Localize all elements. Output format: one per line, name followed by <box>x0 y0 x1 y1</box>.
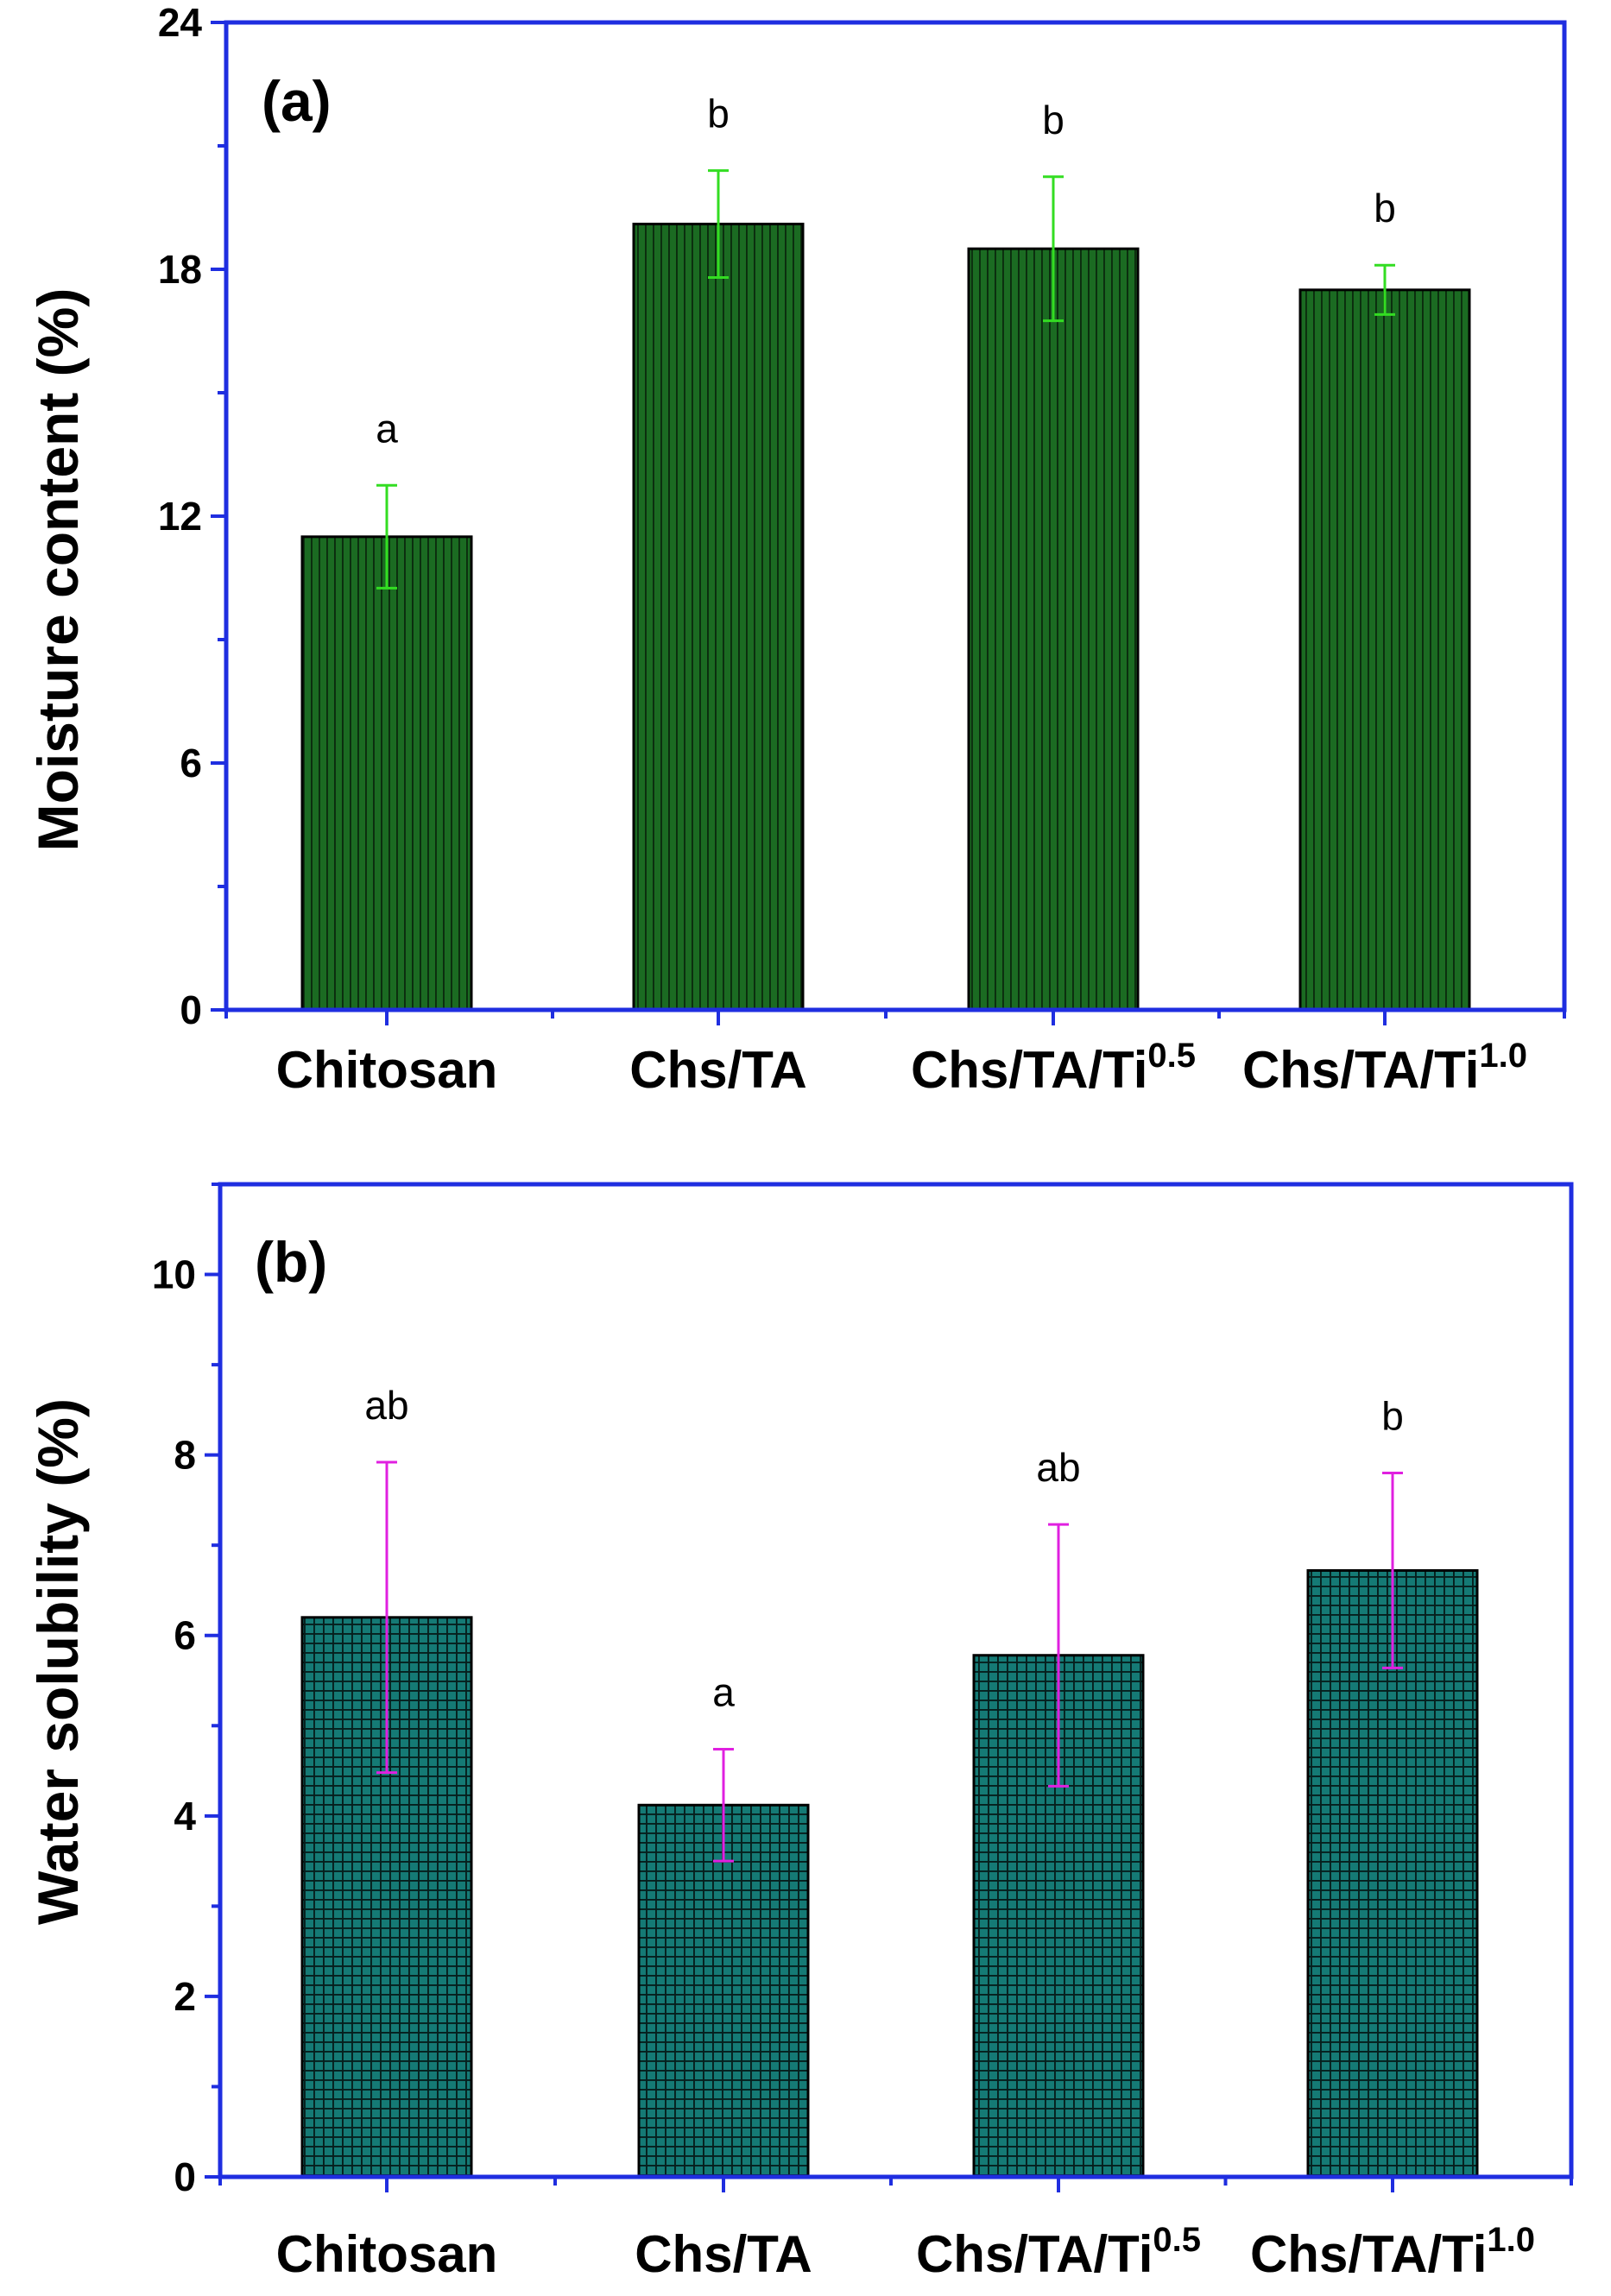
panel-b-bar <box>1306 1568 1479 2179</box>
panel-b-ytick-label: 4 <box>174 1794 196 1839</box>
panel-b-ytick-label: 2 <box>174 1974 196 2019</box>
panel-a-ytick-label: 24 <box>158 0 203 45</box>
panel-b-ytick-label: 0 <box>174 2154 196 2199</box>
panel-b-error-bars <box>376 1460 1403 1863</box>
panel-b-significance-labels: ab a ab b <box>364 1383 1403 1714</box>
panel-b-category-label: Chs/TA/Ti0.5 <box>916 2221 1201 2283</box>
panel-b-category-label: Chitosan <box>276 2225 498 2283</box>
panel-a-bar <box>300 535 473 1012</box>
panel-b-error-bar <box>1048 1523 1069 1788</box>
panel-a-significance-label: b <box>707 91 730 136</box>
panel-a-significance-label: a <box>376 406 398 451</box>
panel-b-x-ticks <box>218 2177 1573 2192</box>
panel-a-ytick-label: 6 <box>180 741 202 785</box>
panel-b-ytick-label: 8 <box>174 1433 196 1478</box>
panel-a-bar <box>632 223 805 1012</box>
panel-a-significance-label: b <box>1374 186 1396 230</box>
panel-a-label: (a) <box>262 69 332 133</box>
panel-b-error-bar <box>1382 1472 1403 1669</box>
panel-a-y-axis-title: Moisture content (%) <box>26 288 90 852</box>
panel-b-y-ticks <box>205 1183 220 2179</box>
panel-a-category-label: Chitosan <box>276 1041 498 1099</box>
panel-a-category-label: Chs/TA/Ti0.5 <box>911 1037 1196 1099</box>
panel-a-moisture-content: Moisture content (%) (a) a b b b 0 6 12 18 … <box>26 0 1567 1099</box>
panel-b-water-solubility: Water solubility (%) (b) ab a ab b 0 2 4 6 … <box>26 1182 1574 2283</box>
panel-a-ytick-label: 18 <box>158 247 202 292</box>
panel-a-bar <box>967 247 1140 1012</box>
panel-a-y-ticks <box>211 21 226 1012</box>
panel-a-category-label: Chs/TA <box>629 1041 807 1099</box>
panel-a-error-bar <box>708 169 729 280</box>
panel-a-error-bar <box>376 483 397 590</box>
panel-a-bar <box>1298 288 1471 1012</box>
panel-a-bars <box>300 223 1471 1012</box>
panel-b-category-label: Chs/TA <box>635 2225 812 2283</box>
panel-a-error-bar <box>1374 263 1395 316</box>
panel-a-ytick-label: 12 <box>158 494 202 539</box>
panel-a-category-label: Chs/TA/Ti1.0 <box>1242 1037 1527 1099</box>
panel-b-bar <box>637 1803 810 2179</box>
panel-a-significance-labels: a b b b <box>376 91 1396 451</box>
panel-a-tick-labels: 0 6 12 18 24 <box>158 0 203 1032</box>
panel-b-tick-labels: 0 2 4 6 8 10 <box>152 1252 197 2199</box>
panel-a-ytick-label: 0 <box>180 987 202 1032</box>
panel-b-category-labels: Chitosan Chs/TA Chs/TA/Ti0.5 Chs/TA/Ti1.… <box>276 2221 1535 2283</box>
panel-b-y-axis-title: Water solubility (%) <box>26 1398 90 1925</box>
panel-b-error-bar <box>376 1460 397 1775</box>
panel-a-error-bars <box>376 169 1395 590</box>
panel-a-error-bar <box>1043 175 1064 323</box>
panel-a-x-ticks <box>224 1010 1566 1025</box>
panel-b-significance-label: ab <box>1036 1445 1080 1490</box>
panel-b-ytick-label: 10 <box>152 1252 196 1297</box>
panel-b-significance-label: a <box>712 1669 735 1714</box>
panel-b-error-bar <box>713 1747 734 1863</box>
panel-b-bars <box>300 1568 1479 2179</box>
panel-b-significance-label: b <box>1381 1394 1404 1439</box>
panel-b-ytick-label: 6 <box>174 1613 196 1658</box>
panel-b-axes-frame <box>218 1182 1574 2179</box>
panel-b-significance-label: ab <box>364 1383 408 1428</box>
panel-a-category-labels: Chitosan Chs/TA Chs/TA/Ti0.5 Chs/TA/Ti1.… <box>276 1037 1527 1099</box>
panel-b-category-label: Chs/TA/Ti1.0 <box>1250 2221 1535 2283</box>
panel-a-significance-label: b <box>1042 98 1065 142</box>
panel-b-label: (b) <box>255 1230 327 1294</box>
